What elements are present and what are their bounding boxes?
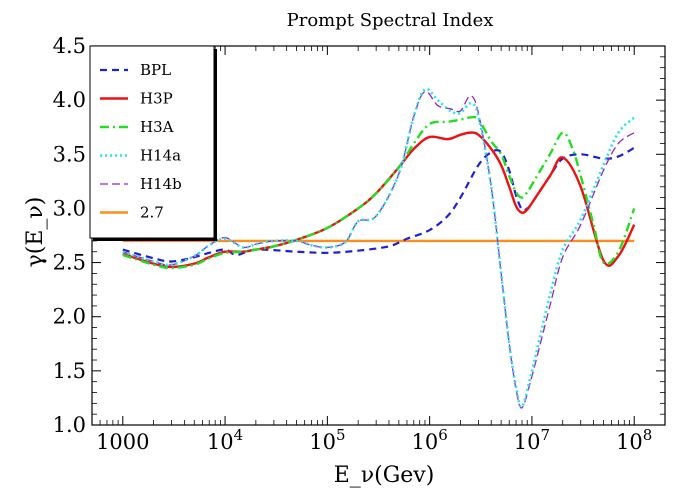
legend-label-h14b: H14b [140,175,182,193]
series-line-h3p [122,131,636,269]
legend-label-h3a: H3A [140,118,174,136]
series-line-h14a [122,87,636,409]
x-tick-label: 107 [514,426,550,454]
legend-label-h14a: H14a [140,147,181,165]
series-line-h3a [122,115,636,270]
legend-label-bpl: BPL [140,61,171,79]
x-axis-label: E_ν(Gev) [334,463,435,488]
y-tick-label: 2.5 [53,251,86,275]
x-tick-label: 108 [616,426,652,454]
x-tick-label: 104 [207,426,243,454]
y-tick-label: 4.5 [53,34,86,58]
y-tick-label: 1.0 [53,413,86,437]
legend-label-2-7: 2.7 [140,204,164,222]
legend: BPL H3P H3A H14a H14b 2.7 [89,45,217,241]
y-axis-label: γ(E_ν) [23,197,48,268]
y-tick-label: 3.0 [53,196,86,220]
series-line-bpl [122,146,635,263]
chart-title: Prompt Spectral Index [287,10,494,31]
x-tick-label: 106 [412,426,448,454]
legend-label-h3p: H3P [140,90,173,108]
axis-ticks: 1.0 1.5 2.0 2.5 3.0 3.5 4.0 4.5 1000 104 105 106 107… [53,34,666,454]
x-tick-label: 1000 [96,430,149,454]
legend-box [89,45,215,239]
y-tick-label: 1.5 [53,359,86,383]
y-tick-label: 3.5 [53,142,86,166]
y-tick-label: 4.0 [53,88,86,112]
y-tick-label: 2.0 [53,305,86,329]
x-tick-label: 105 [309,426,345,454]
